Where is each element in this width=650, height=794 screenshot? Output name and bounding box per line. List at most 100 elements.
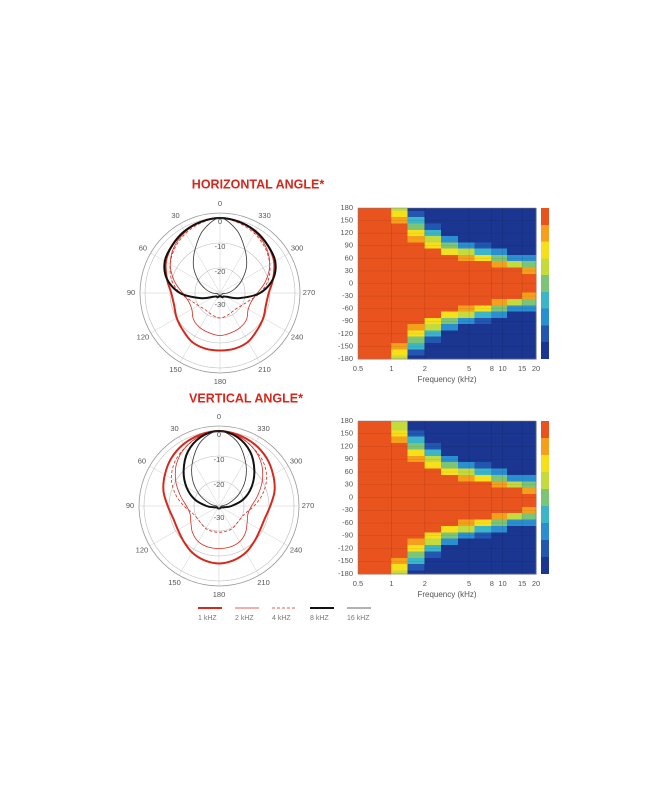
heatmap-cell	[506, 487, 523, 495]
heatmap-cell	[491, 462, 508, 470]
heatmap-cell	[357, 513, 375, 521]
colorbar-segment	[541, 523, 549, 540]
y-tick-label: -180	[338, 569, 353, 578]
heatmap-cell	[391, 336, 408, 344]
heatmap-cell	[506, 336, 523, 344]
heatmap-cell	[458, 286, 475, 294]
theta-tick-label: 30	[171, 211, 179, 220]
x-tick-label: 8	[490, 364, 494, 373]
spoke	[178, 436, 220, 507]
x-axis-label: Frequency (kHz)	[417, 590, 476, 599]
y-tick-label: -90	[342, 316, 353, 325]
colorbar-segment	[541, 506, 549, 523]
heatmap-cell	[391, 487, 408, 495]
heatmap-cell	[506, 500, 523, 508]
heatmap-cell	[424, 513, 442, 521]
heatmap-cell	[474, 298, 493, 306]
legend-label: 4 kHZ	[272, 615, 291, 622]
heatmap-cell	[440, 286, 459, 294]
heatmap-cell	[474, 570, 493, 575]
heatmap-cell	[407, 236, 426, 243]
y-tick-label: -60	[342, 518, 353, 527]
heatmap-cell	[474, 513, 493, 521]
heatmap-cell	[474, 420, 493, 425]
heatmap-cell	[440, 236, 459, 243]
heatmap-cell	[506, 223, 523, 231]
heatmap-cell	[373, 513, 392, 521]
heatmap-cell	[440, 474, 459, 482]
theta-tick-label: 330	[258, 211, 271, 220]
heatmap-cell	[424, 286, 442, 294]
heatmap-cell	[407, 449, 426, 457]
theta-tick-label: 180	[214, 377, 227, 386]
spoke	[218, 436, 260, 507]
heatmap-cell	[357, 423, 375, 431]
colorbar-segment	[541, 291, 549, 309]
heatmap-cell	[357, 538, 375, 546]
heatmap-cell	[391, 210, 408, 218]
heatmap-cell	[373, 336, 392, 344]
heatmap-cell	[474, 336, 493, 344]
heatmap-cell	[491, 449, 508, 457]
heatmap-cell	[474, 355, 493, 360]
heatmap-cell	[407, 500, 426, 508]
heatmap-cell	[357, 273, 375, 281]
heatmap-cell	[391, 449, 408, 457]
legend-label: 8 kHZ	[310, 615, 329, 622]
heatmap-cell	[506, 423, 523, 431]
heatmap-cell	[521, 273, 537, 281]
heatmap-cell	[407, 423, 426, 431]
heatmap-cell	[458, 513, 475, 521]
y-tick-label: -120	[338, 543, 353, 552]
heatmap-cell	[458, 474, 475, 482]
heatmap-cell	[357, 311, 375, 319]
heatmap-cell	[521, 449, 537, 457]
colorbar-segment	[541, 241, 549, 259]
heatmap-cell	[357, 500, 375, 508]
heatmap-cell	[373, 538, 392, 546]
heatmap-cell	[407, 525, 426, 533]
heatmap-cell	[407, 261, 426, 269]
colorbar-segment	[541, 224, 549, 242]
heatmap-cell	[491, 273, 508, 281]
theta-tick-label: 0	[217, 412, 221, 421]
heatmap-cell	[357, 261, 375, 269]
heatmap-cell	[424, 236, 442, 243]
heatmap-cell	[373, 324, 392, 331]
heatmap-cell	[491, 420, 508, 425]
r-tick-label: -20	[214, 480, 225, 489]
r-tick-label: 0	[217, 430, 221, 439]
heatmap-cell	[440, 564, 459, 572]
legend-label: 2 kHZ	[235, 615, 254, 622]
heatmap-cell	[491, 570, 508, 575]
heatmap-cell	[440, 336, 459, 344]
grid-ring	[169, 242, 271, 344]
heatmap-cell	[521, 355, 537, 360]
heatmap-cell	[424, 261, 442, 269]
y-tick-label: -90	[342, 531, 353, 540]
heatmap-cell	[391, 261, 408, 269]
heatmap-cell	[424, 207, 442, 212]
heatmap-cell	[391, 273, 408, 281]
polar-line	[169, 217, 271, 319]
heatmap-cell	[521, 513, 537, 521]
heatmap-cell	[458, 298, 475, 306]
heatmap-cell	[357, 564, 375, 572]
heatmap-cell	[440, 349, 459, 357]
x-tick-label: 1	[389, 364, 393, 373]
heatmap-cell	[407, 324, 426, 331]
y-tick-label: 150	[340, 429, 353, 438]
heatmap-cell	[506, 564, 523, 572]
y-tick-label: -150	[338, 341, 353, 350]
heatmap-cell	[521, 223, 537, 231]
x-tick-label: 0.5	[353, 579, 363, 588]
heatmap-cell	[506, 207, 523, 212]
heatmap-cell	[458, 207, 475, 212]
theta-tick-label: 300	[290, 456, 303, 465]
heatmap-cell	[357, 298, 375, 306]
theta-tick-label: 300	[291, 243, 304, 252]
colorbar-segment	[541, 208, 549, 225]
heatmap-cell	[373, 210, 392, 218]
heatmap-cell	[357, 324, 375, 331]
polar-line	[174, 430, 264, 549]
